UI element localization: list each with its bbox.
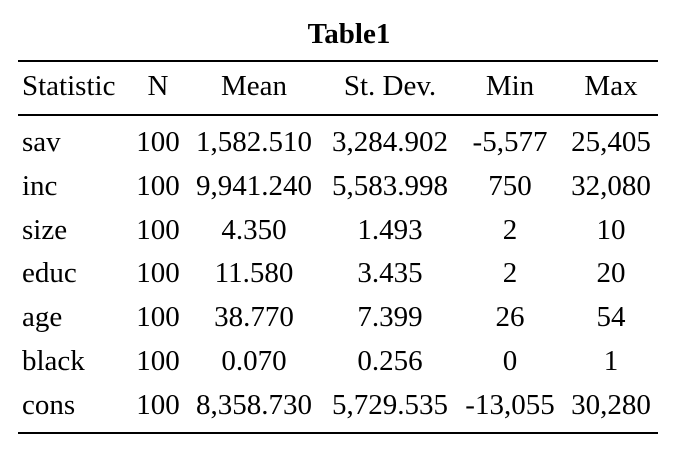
- cell-st-dev: 5,729.535: [332, 389, 448, 421]
- cell-max: 32,080: [571, 170, 651, 202]
- header-max: Max: [584, 70, 638, 102]
- cell-n: 100: [136, 170, 180, 202]
- cell-n: 100: [136, 345, 180, 377]
- cell-n: 100: [136, 389, 180, 421]
- cell-st-dev: 5,583.998: [332, 170, 448, 202]
- cell-max: 25,405: [571, 126, 651, 158]
- row-label: size: [22, 214, 68, 246]
- cell-min: 2: [502, 214, 518, 246]
- row-label: age: [22, 301, 63, 333]
- cell-max: 1: [603, 345, 619, 377]
- top-rule: [18, 60, 658, 62]
- cell-st-dev: 1.493: [357, 214, 423, 246]
- row-label: inc: [22, 170, 58, 202]
- row-label: sav: [22, 126, 61, 158]
- cell-n: 100: [136, 126, 180, 158]
- cell-max: 20: [596, 257, 626, 289]
- header-rule: [18, 114, 658, 116]
- cell-mean: 9,941.240: [196, 170, 312, 202]
- cell-mean: 1,582.510: [196, 126, 312, 158]
- cell-mean: 11.580: [214, 257, 294, 289]
- cell-st-dev: 3.435: [357, 257, 423, 289]
- table-row: age 100 38.770 7.399 26 54: [0, 295, 698, 339]
- cell-mean: 8,358.730: [196, 389, 312, 421]
- table-row: black 100 0.070 0.256 0 1: [0, 339, 698, 383]
- header-mean: Mean: [220, 70, 288, 102]
- cell-min: -13,055: [465, 389, 555, 421]
- cell-n: 100: [136, 214, 180, 246]
- row-label: black: [22, 345, 85, 377]
- header-min: Min: [485, 70, 535, 102]
- cell-st-dev: 7.399: [357, 301, 423, 333]
- bottom-rule: [18, 432, 658, 434]
- header-statistic: Statistic: [22, 70, 116, 102]
- table-row: sav 100 1,582.510 3,284.902 -5,577 25,40…: [0, 120, 698, 164]
- cell-mean: 4.350: [221, 214, 287, 246]
- cell-min: 0: [502, 345, 518, 377]
- cell-st-dev: 3,284.902: [332, 126, 448, 158]
- cell-max: 54: [596, 301, 626, 333]
- cell-min: 2: [502, 257, 518, 289]
- cell-mean: 38.770: [214, 301, 294, 333]
- row-label: cons: [22, 389, 76, 421]
- cell-n: 100: [136, 257, 180, 289]
- table-row: size 100 4.350 1.493 2 10: [0, 208, 698, 252]
- table-title: Table1: [307, 18, 391, 50]
- cell-min: 26: [495, 301, 525, 333]
- table-row: educ 100 11.580 3.435 2 20: [0, 251, 698, 295]
- header-n: N: [147, 70, 169, 102]
- cell-n: 100: [136, 301, 180, 333]
- table-header-row: Statistic N Mean St. Dev. Min Max: [0, 64, 698, 108]
- table-row: cons 100 8,358.730 5,729.535 -13,055 30,…: [0, 383, 698, 427]
- cell-max: 10: [596, 214, 626, 246]
- table-row: inc 100 9,941.240 5,583.998 750 32,080: [0, 164, 698, 208]
- header-st-dev: St. Dev.: [343, 70, 437, 102]
- cell-min: 750: [488, 170, 532, 202]
- row-label: educ: [22, 257, 77, 289]
- cell-mean: 0.070: [221, 345, 287, 377]
- cell-st-dev: 0.256: [357, 345, 423, 377]
- cell-max: 30,280: [571, 389, 651, 421]
- cell-min: -5,577: [472, 126, 548, 158]
